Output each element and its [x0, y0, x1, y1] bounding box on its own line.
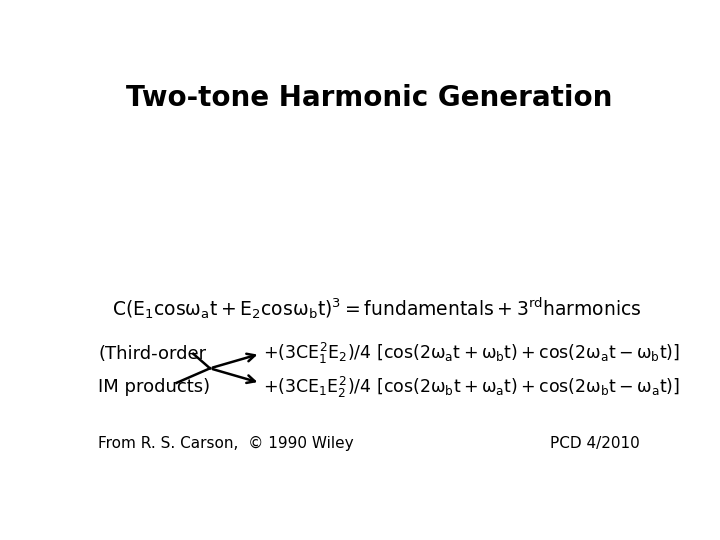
Text: From R. S. Carson,  © 1990 Wiley: From R. S. Carson, © 1990 Wiley	[99, 436, 354, 451]
Text: $\mathregular{C(E_1cos\omega_a t+E_2cos\omega_b t)^3 = fundamentals + 3^{rd} har: $\mathregular{C(E_1cos\omega_a t+E_2cos\…	[112, 295, 642, 321]
Text: $+ (3CE_1^2E_2)/4\ [\mathrm{cos}(2\omega_a\mathrm{t}+\omega_b\mathrm{t})+\mathrm: $+ (3CE_1^2E_2)/4\ [\mathrm{cos}(2\omega…	[263, 341, 680, 366]
Text: IM products): IM products)	[99, 378, 210, 396]
Text: PCD 4/2010: PCD 4/2010	[550, 436, 639, 451]
Text: (Third-order: (Third-order	[99, 345, 207, 363]
Text: Two-tone Harmonic Generation: Two-tone Harmonic Generation	[126, 84, 612, 112]
Text: $+ (3CE_1E_2^2)/4\ [\mathrm{cos}(2\omega_b\mathrm{t}+\omega_a\mathrm{t})+\mathrm: $+ (3CE_1E_2^2)/4\ [\mathrm{cos}(2\omega…	[263, 375, 680, 400]
